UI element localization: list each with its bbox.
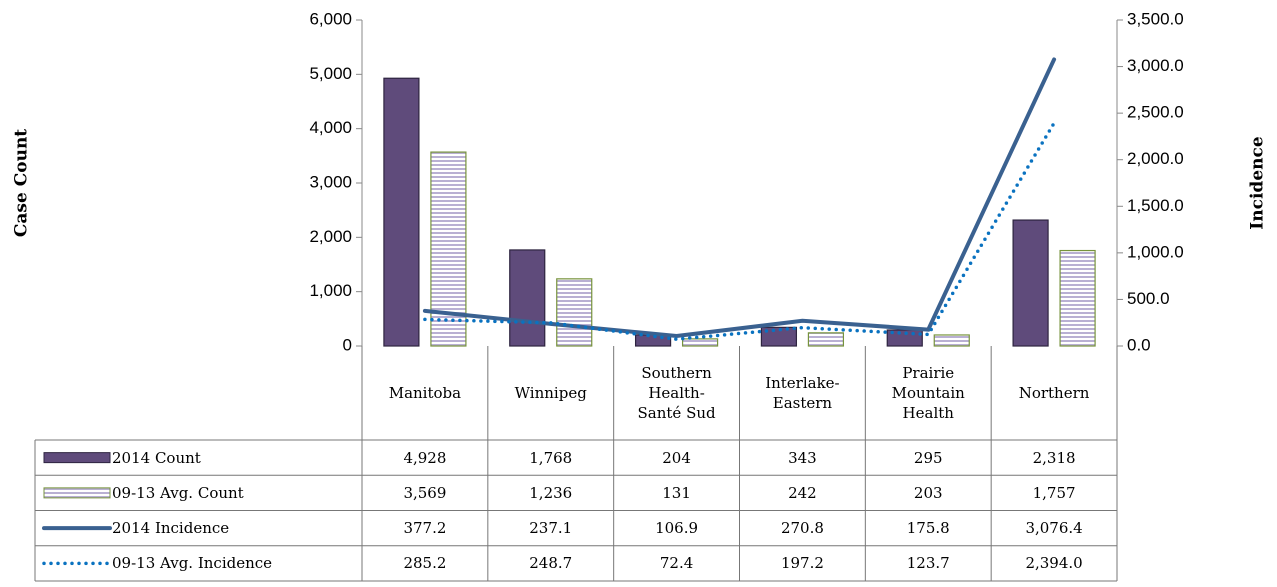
bar <box>383 77 420 347</box>
table-value: 1,768 <box>529 448 573 467</box>
table-value: 295 <box>913 448 943 467</box>
y2-tick-label: 1,000.0 <box>1127 242 1184 261</box>
y2-axis-title: Incidence <box>1248 136 1268 230</box>
bar <box>760 326 798 347</box>
table-value: 175.8 <box>906 519 950 538</box>
y-tick-label: 4,000 <box>309 118 352 137</box>
y2-tick-label: 0.0 <box>1127 335 1151 354</box>
category-label: Manitoba <box>388 384 462 402</box>
table-value: 203 <box>913 483 943 502</box>
table-value: 248.7 <box>529 554 573 573</box>
table-value: 1,236 <box>529 483 573 502</box>
table-value: 2,318 <box>1032 448 1076 467</box>
y-tick-label: 5,000 <box>309 64 352 83</box>
table-value: 242 <box>788 483 817 502</box>
bar <box>1012 219 1049 347</box>
table-value: 237.1 <box>529 519 573 538</box>
table-value: 343 <box>788 448 817 467</box>
table-value: 1,757 <box>1032 483 1076 502</box>
legend-swatch <box>43 452 111 464</box>
bar <box>681 338 719 347</box>
table-value: 131 <box>662 483 691 502</box>
table-value: 3,569 <box>403 483 447 502</box>
y-tick-label: 2,000 <box>309 227 352 246</box>
y-tick-label: 3,000 <box>309 172 352 191</box>
category-label: Winnipeg <box>514 384 587 402</box>
table-value: 204 <box>662 448 691 467</box>
table-value: 123.7 <box>906 554 950 573</box>
legend-label: 2014 Incidence <box>112 519 230 538</box>
bar <box>933 334 970 347</box>
bar <box>1059 249 1096 347</box>
y-tick-label: 1,000 <box>309 281 352 300</box>
bar <box>807 332 845 347</box>
bar <box>430 151 467 347</box>
table-value: 377.2 <box>403 519 447 538</box>
bar <box>556 278 593 347</box>
legend-swatch <box>43 487 111 499</box>
legend-label: 09-13 Avg. Incidence <box>112 554 273 573</box>
category-label: Southern Health-Santé Sud <box>637 364 716 422</box>
table-value: 3,076.4 <box>1025 519 1083 538</box>
y2-tick-label: 3,500.0 <box>1127 9 1184 28</box>
table-value: 106.9 <box>655 519 699 538</box>
line <box>423 121 1056 342</box>
y2-tick-label: 2,500.0 <box>1127 103 1184 122</box>
table-value: 4,928 <box>403 448 447 467</box>
category-label: Prairie Mountain Health <box>891 364 965 422</box>
y-tick-label: 6,000 <box>309 9 352 28</box>
bar <box>509 249 546 347</box>
category-label: Northern <box>1018 384 1090 402</box>
table-value: 72.4 <box>659 554 694 573</box>
table-value: 270.8 <box>780 519 824 538</box>
legend-label: 2014 Count <box>112 448 201 467</box>
y-axis-title: Case Count <box>12 129 32 237</box>
y2-tick-label: 2,000.0 <box>1127 149 1184 168</box>
y2-tick-label: 3,000.0 <box>1127 56 1184 75</box>
y2-tick-label: 1,500.0 <box>1127 196 1184 215</box>
y-tick-label: 0 <box>343 335 352 354</box>
table-value: 2,394.0 <box>1025 554 1083 573</box>
legend-label: 09-13 Avg. Count <box>112 483 244 502</box>
category-label: Interlake-Eastern <box>765 374 840 412</box>
table-value: 197.2 <box>780 554 824 573</box>
y2-tick-label: 500.0 <box>1127 289 1170 308</box>
table-value: 285.2 <box>403 554 447 573</box>
